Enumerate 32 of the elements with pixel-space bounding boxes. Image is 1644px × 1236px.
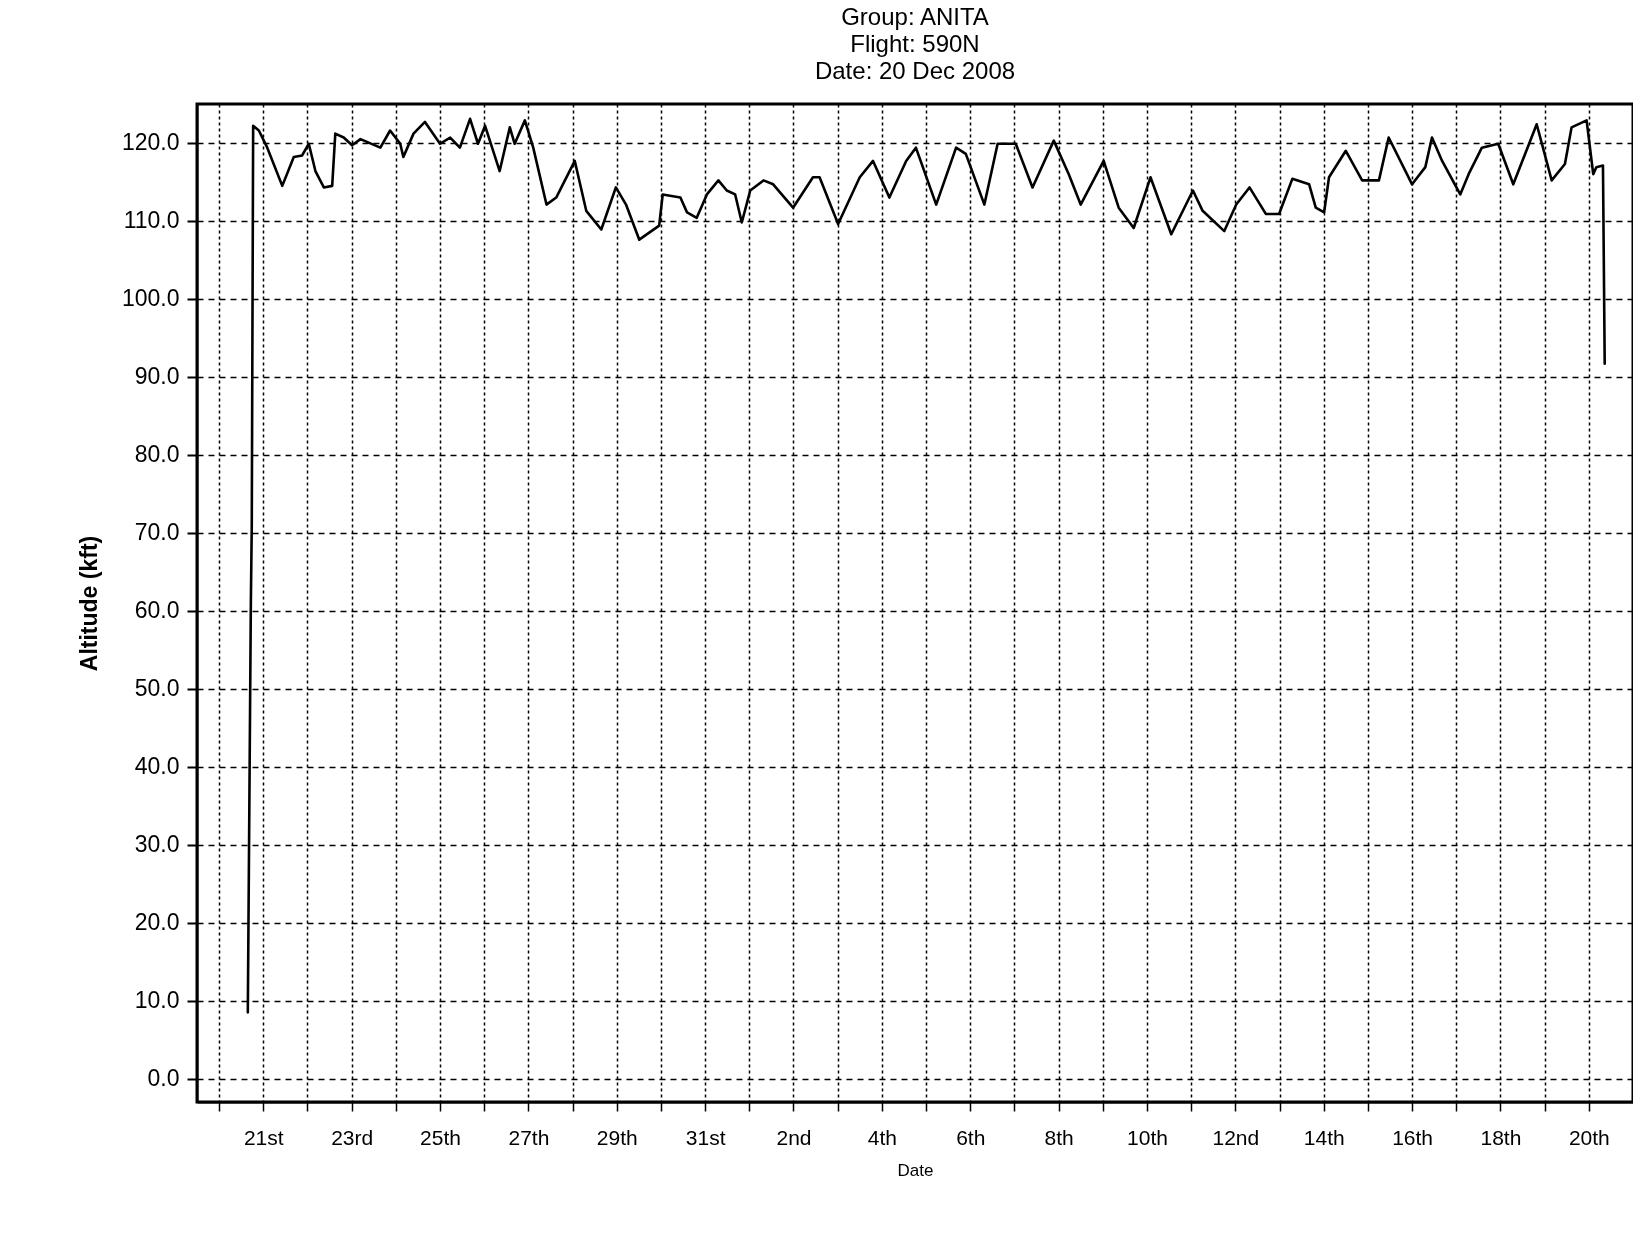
x-tick-label: 10th [1127,1125,1168,1149]
x-tick-label: 16th [1392,1125,1434,1149]
y-tick-label: 110.0 [123,207,180,234]
x-tick-label: 18th [1480,1125,1522,1149]
y-tick-label: 40.0 [134,753,180,780]
x-tick-label: 2nd [776,1125,812,1149]
y-tick-label: 10.0 [134,987,180,1014]
x-tick-label: 21st [243,1125,284,1149]
x-tick-label: 4th [867,1125,897,1149]
x-tick-label: 12nd [1212,1125,1260,1149]
x-tick-label: 23rd [331,1125,374,1149]
y-tick-label: 30.0 [134,831,180,858]
x-tick-label: 25th [420,1125,461,1149]
y-tick-label: 50.0 [134,675,180,702]
x-tick-label: 6th [956,1125,986,1149]
x-tick-label: 20th [1568,1125,1610,1149]
y-tick-label: 120.0 [121,129,180,156]
x-tick-label: 31st [685,1125,726,1149]
x-tick-label: 27th [508,1125,550,1149]
y-axis-title: Altitude (kft) [75,535,102,672]
x-tick-label: 14th [1303,1125,1345,1149]
y-tick-label: 90.0 [134,363,180,390]
y-tick-label: 60.0 [134,597,180,624]
y-tick-label: 70.0 [134,519,180,546]
y-tick-label: 20.0 [134,909,180,936]
y-tick-label: 100.0 [121,285,180,312]
x-tick-label: 8th [1044,1125,1074,1149]
x-axis-title: Date [897,1160,934,1180]
y-tick-label: 0.0 [147,1065,180,1092]
x-tick-label: 29th [596,1125,638,1149]
chart-title: Group: ANITA Flight: 590N Date: 20 Dec 2008 [814,3,1016,84]
y-tick-label: 80.0 [134,441,180,468]
